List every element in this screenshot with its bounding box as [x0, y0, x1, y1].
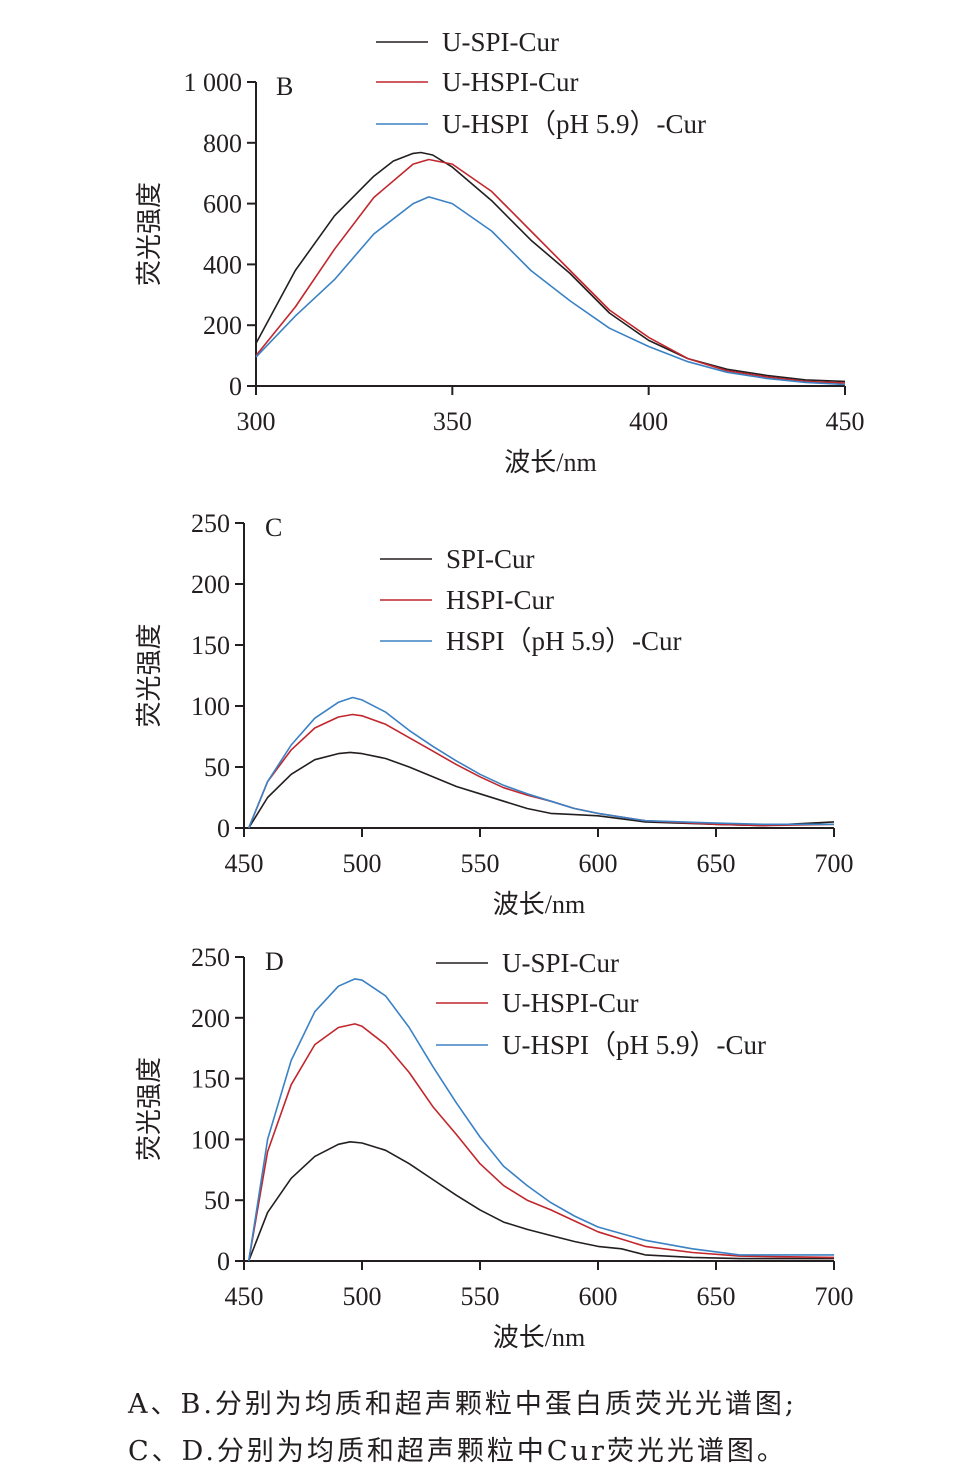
series-line-u-spi-cur — [247, 1141, 834, 1262]
legend-label-u-hspi-ph-5.9-cur: U-HSPI（pH 5.9）-Cur — [502, 1030, 766, 1060]
y-tick-label: 100 — [191, 1125, 230, 1154]
x-tick-label: 350 — [433, 407, 472, 436]
x-axis-title: 波长/nm — [504, 448, 596, 477]
y-tick-label: 200 — [191, 570, 230, 599]
x-tick-label: 650 — [697, 849, 736, 878]
y-tick-label: 800 — [203, 129, 242, 158]
series-line-u-spi-cur — [255, 151, 846, 383]
panel-label: D — [265, 947, 284, 976]
y-tick-label: 100 — [191, 692, 230, 721]
x-tick-label: 500 — [343, 1282, 382, 1311]
legend-label-spi-cur: SPI-Cur — [446, 544, 535, 574]
y-tick-label: 50 — [204, 1186, 230, 1215]
legend-label-u-spi-cur: U-SPI-Cur — [502, 948, 619, 978]
x-tick-label: 700 — [815, 1282, 854, 1311]
y-tick-label: 150 — [191, 631, 230, 660]
y-tick-label: 600 — [203, 190, 242, 219]
series-line-u-hspi-ph-5.9-cur — [247, 978, 834, 1262]
y-tick-label: 1 000 — [184, 68, 243, 97]
series-line-u-hspi-cur — [255, 158, 846, 384]
y-axis-title: 荧光强度 — [135, 1057, 164, 1161]
panel-label: C — [265, 513, 282, 542]
x-tick-label: 550 — [461, 849, 500, 878]
x-tick-label: 450 — [225, 1282, 264, 1311]
x-tick-label: 550 — [461, 1282, 500, 1311]
x-tick-label: 450 — [225, 849, 264, 878]
x-axis-title: 波长/nm — [493, 1323, 585, 1352]
x-tick-label: 600 — [579, 849, 618, 878]
x-tick-label: 700 — [815, 849, 854, 878]
y-tick-label: 50 — [204, 753, 230, 782]
panel-label: B — [276, 72, 293, 101]
y-tick-label: 0 — [217, 1247, 230, 1276]
series-line-spi-cur — [248, 751, 835, 829]
panel-c: 0 50 100 150 200 250 450 500 550 600 650 700 波长/nm 荧光… — [135, 509, 854, 919]
y-tick-label: 250 — [191, 509, 230, 538]
caption-line-1: A、B.分别为均质和超声颗粒中蛋白质荧光光谱图; — [128, 1389, 798, 1420]
y-tick-label: 0 — [217, 814, 230, 843]
y-tick-label: 200 — [203, 311, 242, 340]
series-line-hspi-ph-5.9-cur — [247, 696, 834, 829]
legend-label-hspi-ph-5.9-cur: HSPI（pH 5.9）-Cur — [446, 626, 682, 656]
panel-d: 0 50 100 150 200 250 450 500 550 600 650 700 波长/nm 荧光… — [135, 943, 854, 1352]
y-tick-label: 250 — [191, 943, 230, 972]
legend-label-u-hspi-ph-5.9-cur: U-HSPI（pH 5.9）-Cur — [442, 109, 706, 139]
y-axis-title: 荧光强度 — [135, 623, 164, 727]
y-tick-label: 0 — [229, 372, 242, 401]
x-tick-label: 500 — [343, 849, 382, 878]
caption-line-2: C、D.分别为均质和超声颗粒中Cur荧光光谱图。 — [128, 1436, 787, 1467]
x-tick-label: 300 — [237, 407, 276, 436]
x-tick-label: 400 — [629, 407, 668, 436]
y-tick-label: 150 — [191, 1065, 230, 1094]
y-tick-label: 200 — [191, 1004, 230, 1033]
series-line-u-hspi-ph-5.9-cur — [255, 196, 846, 386]
panel-b: 0 200 400 600 800 1 000 300 350 400 450 波长/nm 荧光强度 B… — [135, 27, 865, 477]
series-line-u-hspi-cur — [247, 1023, 835, 1262]
legend-label-u-hspi-cur: U-HSPI-Cur — [442, 67, 579, 97]
x-tick-label: 650 — [697, 1282, 736, 1311]
x-tick-label: 600 — [579, 1282, 618, 1311]
y-axis-title: 荧光强度 — [135, 182, 164, 286]
legend-label-hspi-cur: HSPI-Cur — [446, 585, 554, 615]
legend-label-u-spi-cur: U-SPI-Cur — [442, 27, 559, 57]
x-axis-title: 波长/nm — [493, 890, 585, 919]
y-tick-label: 400 — [203, 250, 242, 279]
x-tick-label: 450 — [826, 407, 865, 436]
legend-label-u-hspi-cur: U-HSPI-Cur — [502, 988, 639, 1018]
